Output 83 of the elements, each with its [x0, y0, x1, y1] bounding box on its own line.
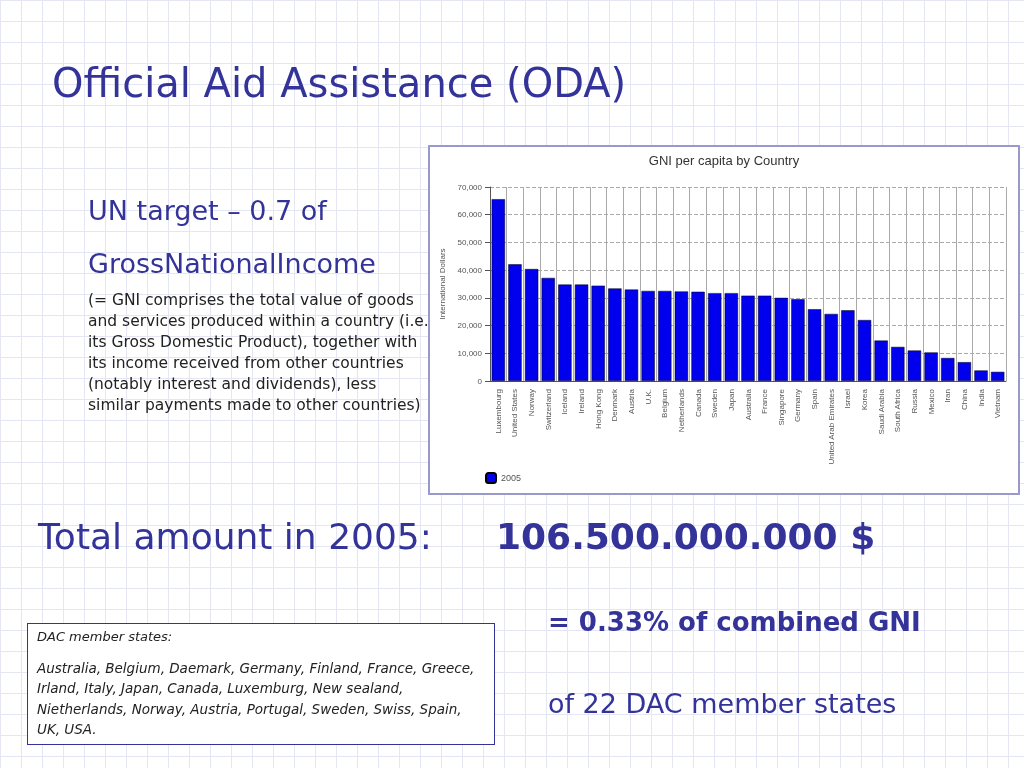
bar — [774, 297, 788, 381]
bar — [891, 346, 905, 381]
x-tick-label: France — [760, 388, 770, 414]
text: DAC member states: — [37, 629, 174, 645]
x-tick-label: United States — [510, 389, 520, 438]
bar — [658, 290, 672, 381]
bar — [708, 293, 722, 381]
y-tick-label: 70,000 — [457, 182, 483, 192]
text: Australia, Belgium, Daemark, Germany, Finland, France, Greece, Irland, Italy, Japan, Canada, Luxemburg, New sealand, Nietherlands, Norway, Austria, Portugal, Sweden, Swiss, Spain, UK, USA. — [37, 659, 476, 739]
x-tick-label: U.K. — [643, 389, 653, 405]
bar — [741, 295, 755, 381]
text: 106.500.000.000 $ — [496, 515, 877, 559]
x-tick-label: Iceland — [560, 389, 570, 415]
chart-title: Official Aid Assistance (ODA) — [52, 60, 627, 106]
x-tick-label: Hong Kong — [593, 389, 603, 430]
x-tick-label: China — [959, 388, 969, 410]
y-tick-label: 30,000 — [457, 293, 483, 303]
x-tick-label: Norway — [527, 389, 537, 417]
x-tick-label: Iran — [943, 389, 953, 403]
bar — [574, 284, 589, 381]
bar — [624, 289, 639, 381]
x-tick-label: Belgium — [660, 388, 670, 418]
x-tick-label: Saudi Arabia — [876, 388, 886, 435]
text: GrossNationalIncome — [88, 248, 377, 281]
bar — [524, 269, 539, 381]
bar — [941, 358, 955, 381]
x-tick-label: South Africa — [893, 388, 903, 433]
bar — [907, 350, 922, 381]
x-tick-label: Japan — [726, 389, 736, 411]
bar — [807, 309, 822, 381]
x-tick-label: Denmark — [610, 388, 620, 422]
bar — [974, 370, 988, 381]
x-tick-label: Canada — [693, 388, 703, 418]
bar — [541, 277, 555, 381]
bar — [508, 264, 522, 381]
bar — [558, 284, 572, 381]
text: = 0.33% of combined GNI — [548, 607, 922, 639]
bar — [691, 291, 705, 381]
bar — [824, 313, 838, 381]
x-tick-label: Ireland — [577, 389, 587, 414]
legend-label: 2005 — [501, 473, 522, 483]
y-tick-label: 20,000 — [457, 321, 483, 331]
y-tick-label: 0 — [477, 376, 483, 386]
bar — [991, 371, 1005, 381]
x-tick-label: Spain — [810, 389, 820, 410]
bar — [791, 299, 805, 381]
x-tick-label: Switzerland — [543, 389, 553, 431]
y-tick-label: 10,000 — [457, 348, 483, 358]
y-tick-label: 60,000 — [457, 210, 483, 220]
x-tick-label: Singapore — [776, 388, 786, 426]
text: of 22 DAC member states — [548, 688, 898, 721]
bar — [924, 352, 938, 381]
x-tick-label: Israel — [843, 388, 853, 409]
bar — [608, 288, 622, 381]
x-tick-label: Germany — [793, 389, 803, 422]
x-tick-label: Russia — [909, 388, 919, 414]
y-tick-label: 50,000 — [457, 237, 483, 247]
x-tick-label: India — [976, 388, 986, 407]
x-tick-label: United Arab Emirates — [826, 389, 836, 465]
chart-subtitle: GNI per capita by Country — [648, 153, 800, 168]
bar — [674, 291, 689, 381]
y-tick-label: 40,000 — [457, 265, 483, 275]
bar — [757, 295, 772, 381]
bar — [857, 320, 872, 381]
text: (= GNI comprises the total value of goods and services produced within a country (i.e. its Gross Domestic Product), together with its income received from other countries (notably interest and dividends), less similar payments made to other countries) — [88, 290, 430, 416]
x-tick-label: Mexico — [926, 388, 936, 415]
x-tick-label: Austria — [626, 388, 636, 414]
x-tick-label: Korea — [860, 388, 870, 411]
x-tick-label: Luxembourg — [493, 389, 503, 434]
x-tick-label: Australia — [743, 388, 753, 421]
text: UN target – 0.7 of — [88, 195, 329, 228]
bar — [841, 310, 855, 381]
x-tick-label: Sweden — [710, 389, 720, 418]
bar — [491, 199, 505, 381]
bar — [591, 285, 605, 381]
bar — [957, 362, 972, 381]
bar — [724, 293, 739, 381]
text: Total amount in 2005: — [38, 516, 432, 557]
bar — [641, 290, 655, 381]
y-axis-title: International Dollars — [437, 248, 447, 320]
bar — [874, 340, 888, 381]
x-tick-label: Vietnam — [993, 388, 1003, 419]
x-tick-label: Netherlands — [676, 389, 686, 433]
